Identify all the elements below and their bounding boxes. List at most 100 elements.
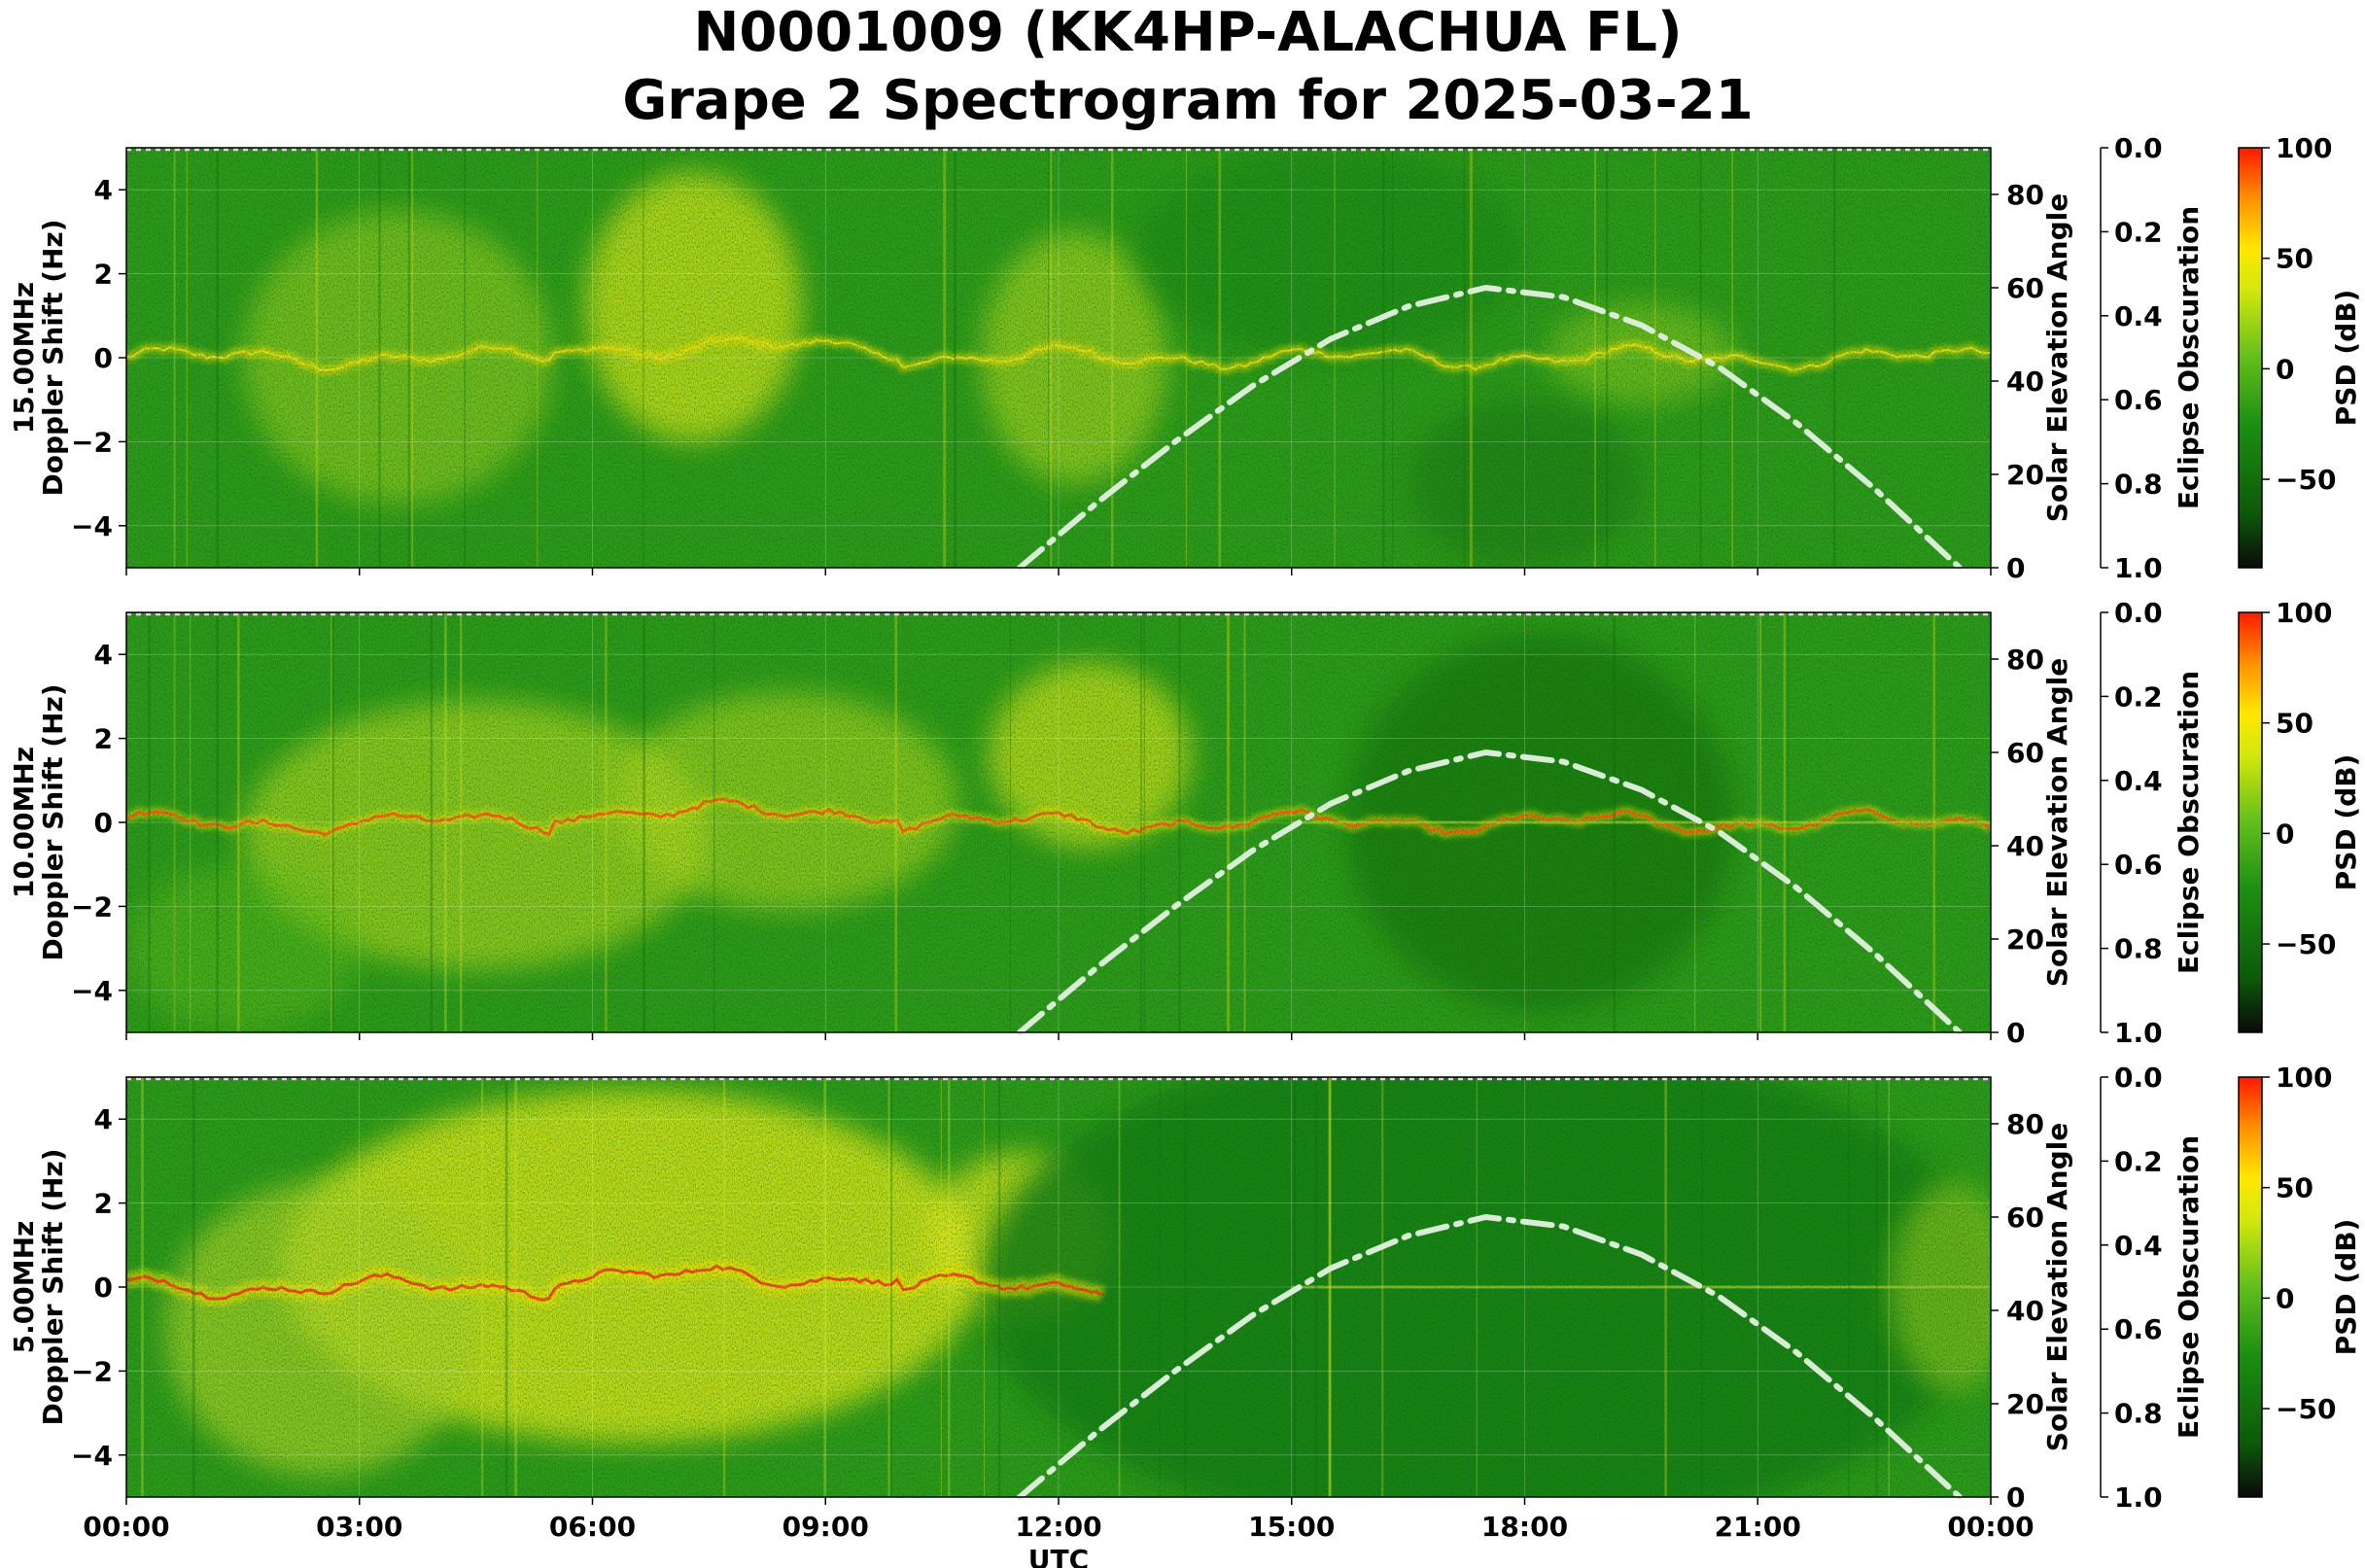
colorbar (2238, 147, 2263, 569)
solar-elevation-curve (1017, 285, 1963, 571)
x-tick-label: 00:00 (1947, 1511, 2034, 1543)
colorbar (2238, 1076, 2263, 1498)
x-tick-label: 06:00 (549, 1511, 636, 1543)
obscuration-tick-label: 0.8 (2114, 1398, 2163, 1430)
right-tick-label: 0 (2006, 552, 2025, 584)
obscuration-tick-label: 0.6 (2114, 849, 2163, 881)
spectrogram-grain (126, 148, 1991, 568)
obscuration-tick-label: 0.4 (2114, 1230, 2163, 1262)
y-tick-label: 0 (94, 342, 113, 374)
chart-title-line1: N0001009 (KK4HP-ALACHUA FL) (693, 1, 1682, 64)
eclipse-obscuration-axis-label: Eclipse Obscuration (2173, 671, 2205, 974)
y-tick-label: 4 (94, 639, 113, 671)
right-tick-label: 80 (2006, 1108, 2044, 1140)
obscuration-tick-label: 1.0 (2114, 1481, 2163, 1514)
obscuration-tick-label: 0.4 (2114, 300, 2163, 332)
y-tick-label: −4 (71, 1440, 113, 1472)
colorbar-label: PSD (dB) (2330, 754, 2362, 891)
y-tick-label: 0 (94, 807, 113, 839)
eclipse-obscuration-axis-label: Eclipse Obscuration (2173, 1135, 2205, 1439)
y-tick-label: 4 (94, 174, 113, 206)
obscuration-tick-label: 0.2 (2114, 216, 2163, 248)
colorbar-tick-label: 50 (2276, 708, 2313, 740)
y-tick-label: 2 (94, 259, 113, 291)
y-tick-label: −2 (71, 890, 113, 923)
solar-elevation-curve (1017, 1214, 1963, 1500)
right-tick-label: 40 (2006, 1295, 2044, 1327)
colorbar-tick-label: 100 (2276, 132, 2332, 164)
colorbar-tick-label: 100 (2276, 597, 2332, 629)
y-tick-label: 4 (94, 1103, 113, 1135)
y-axis-label-doppler: Doppler Shift (Hz) (37, 1148, 69, 1425)
obscuration-tick-label: 1.0 (2114, 1017, 2163, 1049)
colorbar-label: PSD (dB) (2330, 290, 2362, 427)
y-tick-label: −2 (71, 1355, 113, 1387)
right-tick-label: 80 (2006, 179, 2044, 211)
obscuration-tick-label: 0.6 (2114, 1313, 2163, 1345)
y-axis-label-doppler: Doppler Shift (Hz) (37, 683, 69, 960)
colorbar-tick-label: −50 (2276, 1393, 2336, 1425)
right-tick-label: 80 (2006, 644, 2044, 676)
spectrogram-image (126, 148, 1991, 568)
right-tick-label: 0 (2006, 1481, 2025, 1514)
spectrogram-grain (126, 1077, 1991, 1497)
y-tick-label: −4 (71, 510, 113, 542)
colorbar-label: PSD (dB) (2330, 1219, 2362, 1356)
colorbar-tick-label: 0 (2276, 353, 2294, 385)
solar-elevation-axis-label: Solar Elevation Angle (2041, 193, 2073, 522)
colorbar-tick-label: −50 (2276, 928, 2336, 960)
eclipse-obscuration-axis-label: Eclipse Obscuration (2173, 206, 2205, 509)
right-tick-label: 20 (2006, 1388, 2044, 1420)
obscuration-tick-label: 0.0 (2114, 132, 2163, 164)
y-tick-label: −4 (71, 975, 113, 1007)
solar-elevation-axis-label: Solar Elevation Angle (2041, 1123, 2073, 1451)
obscuration-tick-label: 1.0 (2114, 552, 2163, 584)
y-tick-label: 2 (94, 723, 113, 755)
colorbar-tick-label: 100 (2276, 1062, 2332, 1094)
colorbar-tick-label: 50 (2276, 1172, 2313, 1204)
colorbar-tick-label: −50 (2276, 464, 2336, 496)
right-tick-label: 60 (2006, 737, 2044, 769)
obscuration-tick-label: 0.2 (2114, 680, 2163, 713)
x-tick-label: 12:00 (1015, 1511, 1101, 1543)
y-axis-label-frequency: 15.00MHz (8, 282, 40, 434)
x-tick-label: 18:00 (1481, 1511, 1568, 1543)
y-tick-label: 0 (94, 1272, 113, 1304)
obscuration-tick-label: 0.8 (2114, 933, 2163, 965)
x-tick-label: 09:00 (783, 1511, 869, 1543)
chart-title-line2: Grape 2 Spectrogram for 2025-03-21 (622, 69, 1753, 132)
colorbar (2238, 611, 2263, 1033)
y-axis-label-doppler: Doppler Shift (Hz) (37, 219, 69, 496)
y-tick-label: −2 (71, 426, 113, 458)
obscuration-tick-label: 0.8 (2114, 469, 2163, 501)
spectrogram-grain (126, 612, 1991, 1032)
colorbar-tick-label: 0 (2276, 818, 2294, 850)
solar-elevation-curve (1017, 749, 1963, 1035)
obscuration-tick-label: 0.0 (2114, 1062, 2163, 1094)
x-tick-label: 00:00 (83, 1511, 169, 1543)
y-axis-label-frequency: 10.00MHz (8, 747, 40, 898)
x-tick-label: 15:00 (1248, 1511, 1335, 1543)
right-tick-label: 60 (2006, 272, 2044, 304)
colorbar-tick-label: 0 (2276, 1282, 2294, 1314)
y-tick-label: 2 (94, 1188, 113, 1220)
obscuration-tick-label: 0.4 (2114, 765, 2163, 797)
colorbar-tick-label: 50 (2276, 243, 2313, 275)
solar-elevation-axis-label: Solar Elevation Angle (2041, 658, 2073, 987)
x-tick-label: 03:00 (316, 1511, 402, 1543)
y-axis-label-frequency: 5.00MHz (8, 1221, 40, 1354)
obscuration-tick-label: 0.0 (2114, 597, 2163, 629)
right-tick-label: 40 (2006, 366, 2044, 398)
x-tick-label: 21:00 (1715, 1511, 1801, 1543)
spectrogram-image (126, 612, 1991, 1032)
right-tick-label: 40 (2006, 830, 2044, 862)
right-tick-label: 20 (2006, 923, 2044, 956)
obscuration-tick-label: 0.2 (2114, 1145, 2163, 1177)
obscuration-tick-label: 0.6 (2114, 384, 2163, 416)
spectrogram-image (126, 1077, 1991, 1497)
